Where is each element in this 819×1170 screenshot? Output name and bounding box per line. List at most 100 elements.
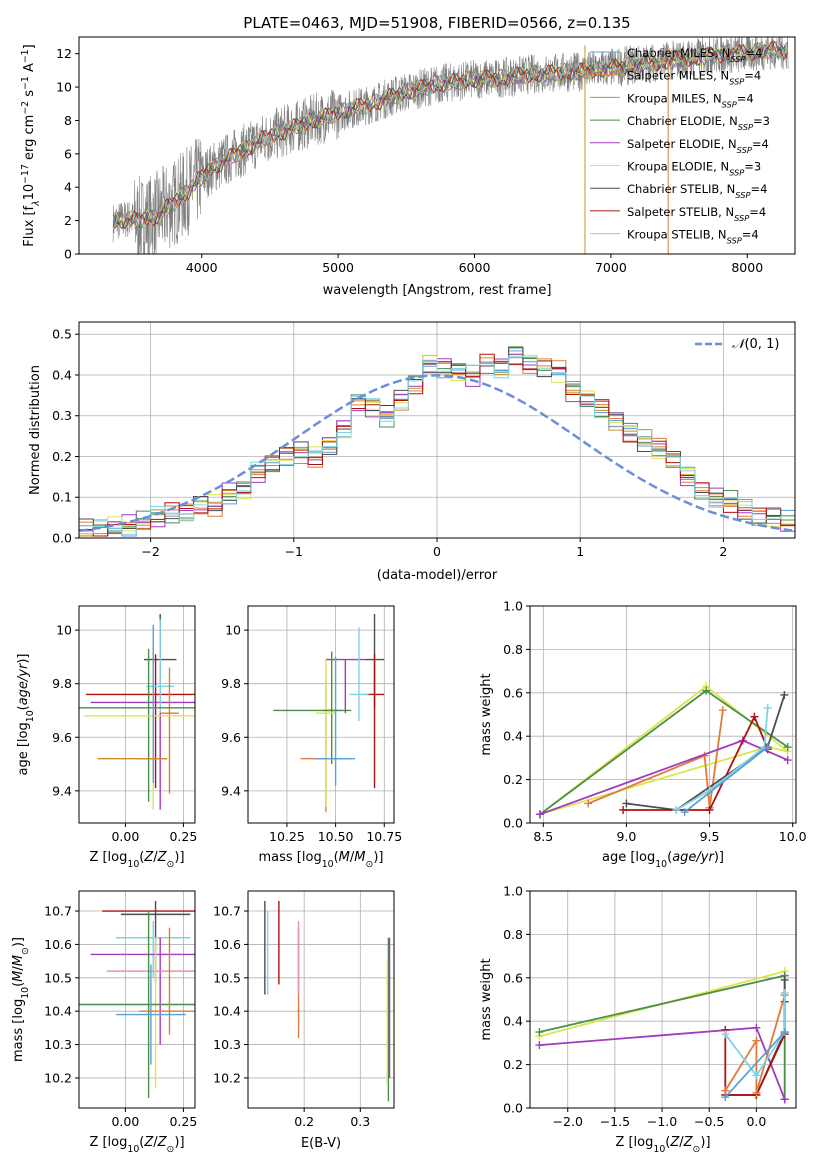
x-axis-label: age [log10(age/yr)] — [602, 850, 724, 870]
axes-spectrum: 4000 5000 6000 7000 8000 0 2 4 6 8 10 12 wavelength … — [20, 36, 796, 298]
y-axis-label: Normed distribution — [28, 365, 43, 495]
y-tick-label: 9.6 — [221, 730, 241, 745]
y-tick-label: 9.8 — [52, 676, 72, 691]
x-tick-label: 0 — [433, 544, 441, 559]
y-tick-label: 8 — [64, 113, 72, 128]
x-tick-label: 9.0 — [616, 829, 636, 844]
x-tick-label: 6000 — [459, 260, 491, 275]
axes-mass-weight-vs-age: 8.5 9.0 9.5 10.0 0.0 0.2 0.4 0.6 0.8 1.0 age [log1… — [479, 599, 807, 870]
mass-weight-marker — [763, 743, 772, 752]
mass-weight-line — [724, 1031, 786, 1098]
x-tick-label: 8.5 — [533, 829, 553, 844]
y-tick-label: 0.8 — [503, 642, 523, 657]
y-tick-label: 10.7 — [213, 904, 241, 919]
x-tick-label: 4000 — [186, 260, 218, 275]
mass-weight-line — [724, 994, 786, 1094]
plot-area-age-vs-Z — [79, 614, 195, 810]
legend-label: 𝒩(0, 1) — [732, 337, 779, 352]
y-tick-label: 10.2 — [44, 1070, 72, 1085]
y-tick-label: 0.2 — [503, 1057, 523, 1072]
mass-weight-marker — [721, 1093, 730, 1102]
x-tick-label: 0.25 — [169, 829, 197, 844]
x-tick-label: −2.0 — [553, 1114, 583, 1129]
mass-weight-marker — [672, 805, 681, 814]
y-axis-label: mass [log10(M/M⊙)] — [11, 937, 31, 1062]
y-tick-label: 0.6 — [503, 685, 523, 700]
axes-frame — [78, 890, 196, 1109]
mass-weight-line — [587, 710, 724, 808]
axes-frame — [529, 890, 797, 1109]
y-tick-label: 10 — [56, 80, 72, 95]
mass-weight-marker — [783, 743, 792, 752]
x-tick-label: 0.25 — [169, 1114, 197, 1129]
y-tick-label: 0 — [64, 247, 72, 262]
y-tick-label: 0.0 — [503, 1101, 523, 1116]
mass-weight-marker — [622, 799, 631, 808]
legend-label: Chabrier STELIB, NSSP=4 — [627, 182, 767, 200]
x-axis-label: Z [log10(Z/Z⊙)] — [89, 850, 184, 870]
legend-label: Kroupa STELIB, NSSP=4 — [627, 228, 759, 246]
x-tick-label: −1.5 — [600, 1114, 630, 1129]
x-axis-label: (data-model)/error — [377, 568, 498, 583]
x-tick-label: −1 — [285, 544, 303, 559]
plot-area-mass-weight-vs-Z — [535, 967, 789, 1104]
mass-weight-marker — [783, 756, 792, 765]
axes-frame — [529, 605, 797, 824]
y-axis-label: age [log10(age/yr)] — [16, 653, 36, 775]
y-tick-label: 0.4 — [52, 367, 72, 382]
model-spectrum-line — [112, 40, 788, 229]
mass-weight-marker — [584, 799, 593, 808]
x-axis-label: wavelength [Angstrom, rest frame] — [323, 283, 552, 298]
y-tick-label: 12 — [56, 46, 72, 61]
legend-label: Salpeter STELIB, NSSP=4 — [627, 205, 766, 223]
histogram-step — [79, 347, 795, 538]
plot-area-residuals — [79, 346, 795, 538]
mass-weight-marker — [752, 1023, 761, 1032]
mass-weight-line — [626, 694, 786, 811]
plots-container: 4000 5000 6000 7000 8000024681012wavelength … — [11, 36, 807, 1155]
x-axis-label: Z [log10(Z/Z⊙)] — [615, 1135, 710, 1155]
mass-weight-marker — [780, 690, 789, 699]
mass-weight-line — [684, 746, 769, 813]
axes-frame — [247, 890, 395, 1109]
x-tick-label: −2 — [141, 544, 159, 559]
y-tick-label: 9.4 — [52, 783, 72, 798]
y-tick-label: 10.7 — [44, 904, 72, 919]
figure-title: PLATE=0463, MJD=51908, FIBERID=0566, z=0… — [243, 14, 630, 32]
y-tick-label: 10.2 — [213, 1070, 241, 1085]
mass-weight-line — [539, 685, 789, 816]
x-tick-label: 7000 — [595, 260, 627, 275]
y-tick-label: 0.8 — [503, 927, 523, 942]
x-tick-label: 0.0 — [746, 1114, 766, 1129]
legend: Chabrier MILES, NSSP=4 Salpeter MILES, NS… — [590, 46, 770, 246]
mass-weight-marker — [705, 805, 714, 814]
mass-weight-marker — [680, 808, 689, 817]
mass-weight-marker — [619, 805, 628, 814]
legend-label: Kroupa ELODIE, NSSP=3 — [627, 160, 761, 178]
histogram-step — [79, 355, 795, 538]
y-tick-label: 4 — [64, 180, 72, 195]
y-tick-label: 10 — [225, 623, 241, 638]
axes-age-vs-Z: 0.00 0.25 9.4 9.6 9.8 10 Z [log10(Z/Z⊙)] age [l… — [16, 605, 197, 870]
model-spectrum-line — [112, 41, 788, 229]
mass-weight-marker — [763, 703, 772, 712]
y-tick-label: 0.6 — [503, 970, 523, 985]
y-tick-label: 0.4 — [503, 1014, 523, 1029]
y-tick-label: 1.0 — [503, 599, 523, 614]
x-tick-label: −1.0 — [647, 1114, 677, 1129]
x-axis-label: Z [log10(Z/Z⊙)] — [89, 1135, 184, 1155]
y-tick-label: 1.0 — [503, 884, 523, 899]
y-tick-label: 0.0 — [52, 531, 72, 546]
axes-mass-weight-vs-Z: −2.0 −1.5 −1.0 −0.5 0.0 0.0 0.2 0.4 0.6 0.8 1.0 Z [… — [479, 884, 797, 1155]
axes-frame — [247, 605, 395, 824]
mass-weight-marker — [780, 975, 789, 984]
x-tick-label: 10.25 — [269, 829, 305, 844]
legend-label: Chabrier ELODIE, NSSP=3 — [627, 114, 770, 132]
x-tick-label: 10.0 — [779, 829, 807, 844]
x-tick-label: 9.5 — [700, 829, 720, 844]
x-axis-label: mass [log10(M/M⊙)] — [259, 850, 384, 870]
model-spectrum-line — [112, 42, 788, 231]
x-tick-label: 0.00 — [111, 829, 139, 844]
normal-reference-curve — [79, 374, 793, 533]
